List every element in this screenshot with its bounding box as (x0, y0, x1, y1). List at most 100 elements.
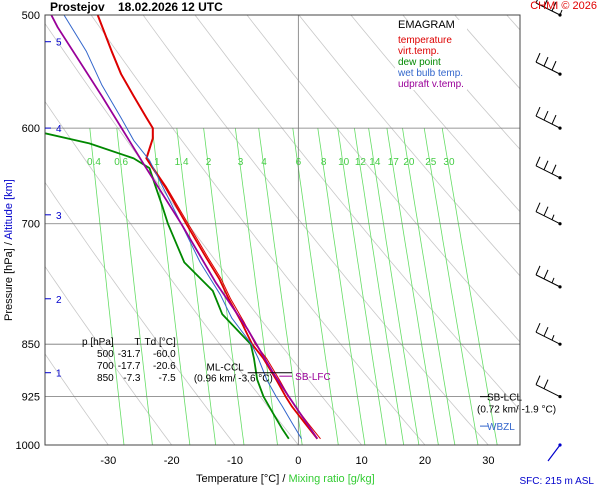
mixing-ratio-line (402, 128, 456, 445)
mixing-ratio-label: 30 (443, 157, 455, 168)
mixing-ratio-label: 3 (238, 157, 244, 168)
y-axis-label-altitude: Altitude [km] (3, 179, 15, 240)
copyright-notice: CHMI © 2026 (530, 0, 597, 12)
wind-barb-feather (551, 1, 557, 12)
mixing-ratio-label: 0.6 (114, 157, 128, 168)
x-axis-label: Temperature [°C] / Mixing ratio [g/kg] (196, 473, 375, 485)
wind-barb-station (558, 126, 562, 130)
mixing-ratio-label: 1 (154, 157, 160, 168)
dry-adiabat-line (45, 100, 299, 445)
dry-adiabat-line (90, 15, 426, 445)
dry-adiabat-line (298, 15, 520, 277)
y-axis-label-pressure: Pressure [hPa] (3, 248, 15, 321)
legend-item-virtual-temperature: virt.temp. (398, 46, 440, 57)
wind-barb-station (558, 176, 562, 180)
wind-barb-feather (543, 269, 549, 280)
dry-adiabat-line (350, 15, 520, 213)
table-cell: -60.0 (152, 349, 176, 360)
table-cell: 500 (97, 349, 114, 360)
wind-barb-station (558, 443, 562, 447)
wind-barb-feather (551, 60, 557, 71)
sb-lfc-label: SB-LFC (295, 372, 331, 383)
dry-adiabat-line (45, 265, 173, 445)
wind-barb (535, 156, 562, 180)
y-tick-label: 600 (22, 123, 40, 135)
x-tick-label: 10 (356, 455, 368, 467)
legend-title: EMAGRAM (398, 19, 455, 31)
temperature-profile (96, 15, 319, 440)
dry-adiabat-line (45, 22, 363, 445)
legend-item-wet-bulb: wet bulb temp. (398, 68, 464, 79)
wind-barb-station (558, 285, 562, 289)
y-tick-label: 500 (22, 10, 40, 22)
wind-barb-feather (535, 265, 541, 276)
dew-point-profile (45, 132, 290, 440)
table-cell: -7.5 (158, 373, 176, 384)
mixing-ratio-label: 20 (403, 157, 415, 168)
dry-adiabat-line (45, 181, 236, 445)
wind-barbs (535, 0, 563, 462)
mixing-ratio-label: 10 (338, 157, 350, 168)
altitude-tick-label: 1 (56, 369, 62, 380)
wind-barb-staff (535, 331, 561, 345)
wind-barb-feather (535, 322, 541, 333)
dry-adiabat-line (246, 15, 520, 343)
y-tick-label: 850 (22, 339, 40, 351)
wind-barb-feather (535, 375, 541, 385)
level-table-header-cell: T (134, 337, 141, 348)
table-row: 850 -7.3 -7.5 (82, 373, 180, 385)
wind-barb-staff (535, 61, 561, 75)
x-axis-label-mixing-ratio: Mixing ratio [g/kg] (288, 473, 375, 485)
mixing-ratio-line (354, 128, 405, 445)
level-table: p [hPa] T Td [°C] 500 -31.7 -60.0 700 -1… (82, 337, 180, 385)
wind-barb-half-feather (559, 9, 563, 16)
wind-barb-station (558, 222, 562, 226)
wbzl-label: WBZL (487, 422, 515, 433)
wind-barb-feather (543, 206, 549, 216)
wind-barb-feather (535, 106, 541, 117)
x-tick-label: -30 (100, 455, 116, 467)
wind-barb (535, 322, 562, 346)
wind-barb (547, 443, 562, 462)
mixing-ratio-line (116, 128, 153, 445)
altitude-tick-label: 2 (56, 295, 62, 306)
wind-barb (535, 375, 562, 399)
mixing-ratio-line (368, 128, 420, 445)
chart-legend: EMAGRAM temperature virt.temp. dew point… (395, 20, 467, 90)
dry-adiabat-line (194, 15, 520, 411)
wind-barb (535, 0, 563, 17)
mixing-ratio-label: 2 (206, 157, 212, 168)
wind-barb-staff (535, 115, 561, 129)
wind-barb (535, 265, 562, 289)
ml-ccl-detail: (0.96 km/ -3.6 °C) (194, 374, 273, 385)
dry-adiabat-line (454, 15, 520, 90)
x-tick-label: 30 (482, 455, 494, 467)
wind-barb (535, 52, 562, 76)
dry-adiabat-line (506, 15, 520, 31)
wind-barb-feather (535, 202, 541, 212)
mixing-ratio-label: 12 (355, 157, 367, 168)
mixing-ratio-line (258, 128, 303, 445)
wind-barb-feather (543, 0, 548, 8)
mixing-ratio-line (176, 128, 216, 445)
mixing-ratio-label: 17 (388, 157, 400, 168)
x-tick-label: 20 (419, 455, 431, 467)
wind-barb-feather (535, 52, 541, 63)
wind-barb (535, 202, 562, 226)
dry-adiabat-line (402, 15, 520, 150)
mixing-ratio-line (423, 128, 479, 445)
level-table-header: p [hPa] T Td [°C] (82, 337, 180, 349)
mixing-ratio-label: 25 (425, 157, 437, 168)
wind-barb-feather (535, 156, 541, 166)
surface-elevation-note: SFC: 215 m ASL (519, 476, 594, 487)
y-tick-label: 700 (22, 219, 40, 231)
wind-barb-feather (543, 379, 549, 389)
altitude-tick-label: 4 (56, 124, 62, 135)
mixing-ratio-label: 4 (261, 157, 267, 168)
wind-barb-station (558, 342, 562, 346)
x-axis-label-temperature: Temperature [°C] (196, 473, 280, 485)
mixing-ratio-label: 8 (321, 157, 327, 168)
x-tick-label: -20 (164, 455, 180, 467)
legend-item-updraft: udpraft v.temp. (398, 79, 464, 90)
wind-barb-feather (535, 0, 538, 4)
